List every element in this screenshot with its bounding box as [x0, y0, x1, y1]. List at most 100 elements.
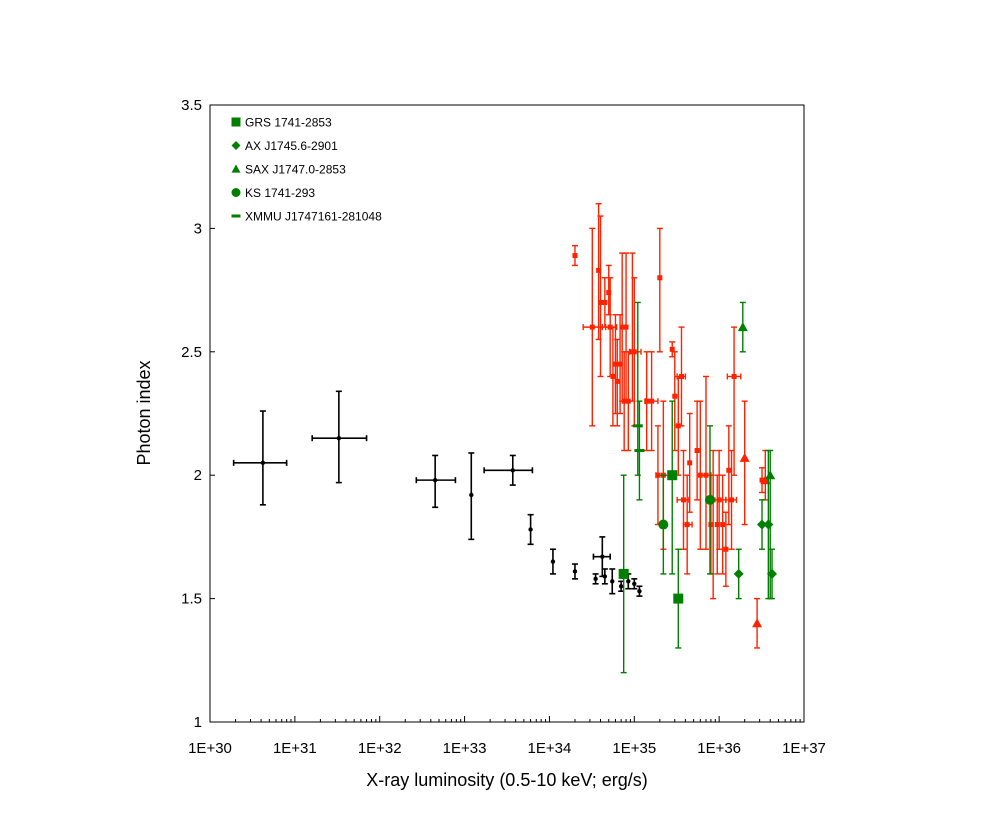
data-point — [656, 227, 663, 353]
square-marker — [610, 373, 616, 379]
data-point — [726, 326, 742, 476]
y-tick-label: 3.5 — [181, 97, 202, 114]
y-axis: 1 1.5 2 2.5 3 3.5 — [181, 97, 215, 731]
data-point — [752, 597, 763, 649]
data-point — [704, 425, 715, 575]
diamond-marker — [733, 568, 744, 579]
dot-marker — [572, 569, 578, 574]
data-point — [634, 400, 645, 501]
data-point — [765, 449, 776, 600]
square-marker — [606, 290, 612, 296]
square-marker — [649, 398, 655, 404]
data-points — [232, 203, 778, 674]
dot-marker — [336, 435, 342, 441]
data-point — [682, 474, 693, 575]
data-point — [712, 449, 727, 550]
data-point — [483, 454, 534, 486]
square-marker — [617, 361, 623, 367]
legend: GRS 1741-2853 AX J1745.6-2901 SAX J1747.0-… — [231, 116, 382, 224]
legend-label: KS 1741-293 — [245, 186, 315, 200]
square-marker — [657, 275, 663, 281]
square-marker — [673, 593, 684, 604]
data-point — [571, 563, 578, 580]
square-marker — [572, 253, 578, 259]
square-marker — [667, 470, 678, 481]
dot-marker — [528, 527, 533, 532]
data-point — [601, 277, 608, 328]
legend-item: SAX J1747.0-2853 — [231, 163, 346, 177]
triangle-marker — [737, 322, 748, 332]
data-point — [232, 410, 288, 506]
square-marker — [602, 299, 608, 305]
square-marker — [231, 117, 241, 127]
dot-marker — [469, 492, 474, 498]
square-marker — [723, 546, 729, 552]
y-tick-label: 2.5 — [181, 344, 202, 361]
data-point — [592, 573, 599, 585]
data-point — [614, 338, 621, 427]
data-point — [618, 474, 629, 674]
data-point — [757, 499, 768, 550]
square-marker — [731, 373, 737, 379]
data-point — [549, 548, 556, 575]
y-tick-label: 3 — [194, 220, 202, 237]
y-tick-label: 1.5 — [181, 591, 202, 608]
square-marker — [614, 378, 620, 384]
legend-label: SAX J1747.0-2853 — [245, 163, 346, 177]
data-point — [631, 578, 638, 590]
y-axis-title: Photon index — [134, 360, 154, 465]
data-point — [597, 215, 604, 378]
data-point — [667, 400, 678, 575]
data-point — [609, 568, 616, 595]
square-marker — [678, 373, 684, 379]
square-marker — [612, 361, 618, 367]
square-marker — [672, 393, 678, 399]
data-point — [739, 400, 750, 526]
data-point — [311, 390, 368, 484]
square-marker — [669, 346, 675, 352]
data-point — [759, 467, 766, 494]
x-tick-label: 1E+36 — [697, 740, 741, 757]
triangle-marker — [231, 164, 241, 173]
circle-marker — [231, 188, 241, 197]
square-marker — [759, 477, 765, 483]
triangle-marker — [739, 452, 750, 462]
dot-marker — [550, 559, 556, 564]
square-marker — [596, 267, 602, 273]
square-marker — [716, 497, 722, 503]
dot-marker — [260, 460, 266, 466]
legend-item: GRS 1741-2853 — [231, 116, 332, 130]
square-marker — [684, 522, 690, 528]
data-point — [658, 474, 669, 575]
dash-marker — [632, 424, 643, 428]
data-point — [527, 513, 534, 546]
data-point — [636, 585, 643, 597]
x-tick-label: 1E+33 — [443, 740, 487, 757]
data-point — [733, 548, 744, 600]
dot-marker — [602, 574, 608, 579]
square-marker — [680, 497, 686, 503]
y-tick-label: 1 — [194, 714, 202, 731]
data-point — [644, 351, 659, 452]
dot-marker — [637, 588, 642, 594]
dot-marker — [432, 477, 438, 483]
data-point — [694, 400, 701, 501]
square-marker — [631, 349, 637, 355]
data-point — [725, 449, 738, 550]
dot-marker — [510, 468, 515, 473]
legend-item: AX J1745.6-2901 — [231, 139, 338, 153]
legend-label: XMMU J1747161-281048 — [245, 210, 382, 224]
square-marker — [675, 423, 681, 429]
square-marker — [618, 568, 629, 579]
x-tick-label: 1E+31 — [273, 740, 317, 757]
data-point — [725, 425, 732, 526]
x-axis-title: X-ray luminosity (0.5-10 keV; erg/s) — [366, 770, 647, 790]
square-marker — [694, 448, 700, 454]
data-point — [468, 452, 475, 541]
data-point — [686, 412, 693, 513]
dot-marker — [593, 576, 598, 582]
data-point — [415, 454, 457, 509]
data-point — [582, 227, 604, 427]
square-marker — [720, 522, 726, 528]
